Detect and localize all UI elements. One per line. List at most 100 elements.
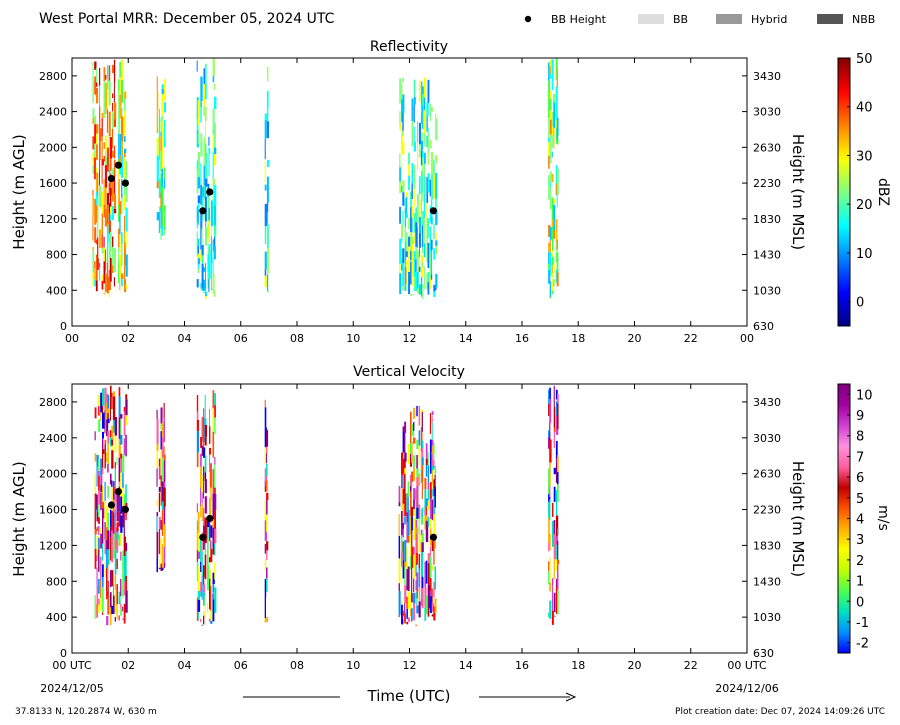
echo-pixel: [110, 473, 112, 485]
echo-pixel: [158, 567, 162, 570]
echo-pixel: [196, 206, 199, 223]
echo-pixel: [95, 280, 98, 292]
echo-pixel: [200, 618, 202, 623]
echo-pixel: [404, 241, 407, 267]
echo-pixel: [415, 222, 418, 247]
echo-pixel: [106, 147, 110, 172]
echo-pixel: [549, 227, 552, 240]
echo-pixel: [551, 290, 554, 295]
echo-pixel: [401, 488, 403, 510]
echo-pixel: [203, 165, 206, 185]
echo-pixel: [209, 589, 211, 610]
echo-pixel: [413, 509, 415, 517]
echo-pixel: [210, 548, 213, 563]
echo-pixel: [208, 147, 211, 155]
echo-pixel: [112, 491, 115, 500]
echo-pixel: [160, 407, 163, 424]
echo-pixel: [266, 66, 269, 82]
echo-pixel: [97, 218, 99, 238]
echo-column: [196, 390, 217, 626]
echo-pixel: [210, 620, 213, 624]
echo-pixel: [430, 107, 434, 112]
echo-pixel: [423, 77, 427, 98]
echo-pixel: [106, 224, 109, 243]
echo-pixel: [196, 169, 199, 194]
echo-pixel: [214, 205, 217, 226]
echo-pixel: [264, 160, 266, 183]
echo-pixel: [420, 529, 423, 536]
echo-pixel: [208, 193, 210, 208]
echo-pixel: [201, 445, 203, 456]
echo-pixel: [549, 499, 551, 520]
echo-pixel: [125, 399, 128, 416]
echo-pixel: [160, 563, 163, 571]
echo-pixel: [401, 99, 403, 122]
echo-pixel: [96, 494, 98, 513]
echo-pixel: [430, 216, 433, 225]
echo-pixel: [410, 294, 413, 296]
echo-pixel: [264, 468, 268, 481]
echo-pixel: [555, 559, 558, 571]
echo-pixel: [164, 179, 166, 189]
echo-pixel: [98, 598, 100, 605]
echo-pixel: [94, 529, 97, 535]
echo-pixel: [197, 203, 200, 211]
echo-pixel: [401, 276, 403, 286]
echo-pixel: [418, 405, 421, 426]
colorbar-tick-label: 50: [856, 52, 873, 67]
echo-pixel: [427, 489, 430, 501]
echo-pixel: [118, 481, 120, 487]
echo-pixel: [431, 489, 433, 497]
echo-pixel: [264, 407, 267, 428]
echo-pixel: [212, 178, 215, 195]
echo-pixel: [200, 133, 203, 141]
echo-pixel: [548, 437, 550, 449]
echo-pixel: [196, 118, 198, 130]
echo-pixel: [118, 261, 120, 284]
echo-pixel: [99, 229, 102, 249]
echo-pixel: [212, 599, 215, 622]
echo-pixel: [402, 473, 405, 489]
echo-pixel: [549, 246, 551, 253]
echo-pixel: [111, 546, 114, 563]
echo-pixel: [402, 286, 405, 291]
echo-pixel: [433, 291, 436, 297]
echo-pixel: [125, 551, 127, 576]
echo-pixel: [121, 273, 124, 280]
echo-pixel: [429, 278, 431, 290]
echo-pixel: [553, 534, 557, 560]
echo-pixel: [402, 458, 405, 474]
echo-pixel: [214, 245, 216, 260]
echo-pixel: [101, 191, 103, 214]
echo-pixel: [201, 255, 204, 264]
echo-pixel: [98, 525, 100, 535]
echo-pixel: [413, 554, 415, 579]
echo-pixel: [112, 236, 114, 247]
echo-pixel: [425, 506, 427, 516]
echo-pixel: [116, 558, 118, 570]
echo-pixel: [557, 484, 559, 502]
echo-pixel: [203, 508, 205, 517]
echo-pixel: [431, 445, 435, 455]
echo-pixel: [118, 534, 121, 546]
echo-pixel: [200, 506, 202, 518]
echo-pixel: [96, 604, 98, 618]
echo-pixel: [421, 448, 424, 458]
echo-pixel: [95, 205, 99, 223]
echo-pixel: [200, 436, 203, 448]
echo-pixel: [548, 264, 550, 270]
echo-pixel: [98, 517, 100, 524]
echo-pixel: [119, 276, 121, 291]
echo-pixel: [208, 220, 210, 243]
echo-pixel: [264, 618, 266, 623]
echo-pixel: [413, 407, 416, 419]
echo-pixel: [92, 215, 94, 241]
echo-pixel: [551, 273, 555, 278]
echo-pixel: [548, 517, 550, 543]
echo-pixel: [415, 290, 418, 292]
echo-pixel: [125, 284, 128, 289]
echo-pixel: [422, 283, 424, 299]
echo-pixel: [125, 590, 128, 613]
echo-pixel: [406, 546, 408, 569]
echo-pixel: [121, 197, 123, 214]
